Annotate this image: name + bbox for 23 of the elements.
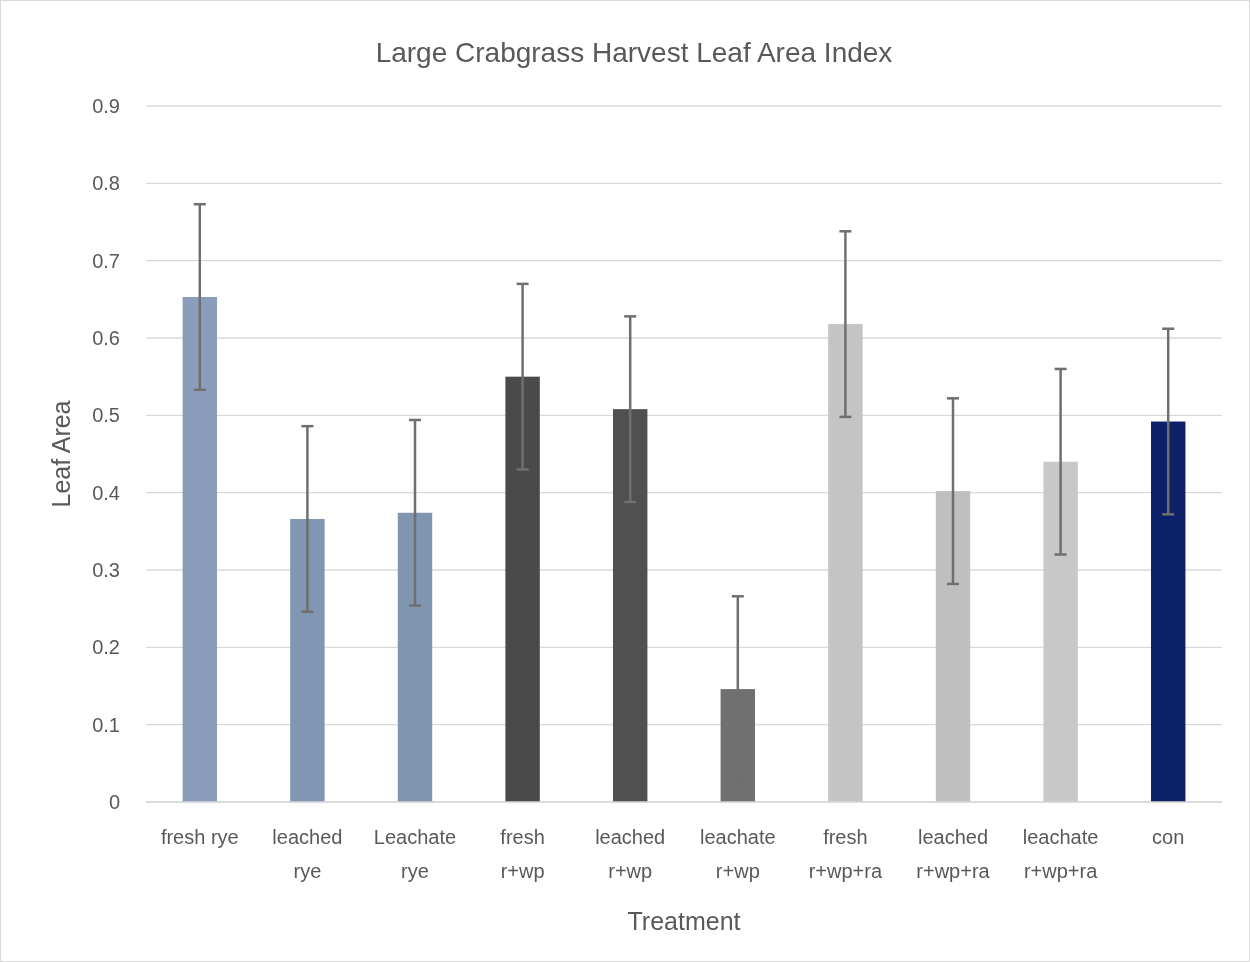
x-tick-label: leached r+wp+ra	[916, 826, 991, 882]
y-tick-label: 0.9	[92, 95, 120, 117]
x-tick-label: con	[1152, 826, 1185, 848]
y-tick-label: 0	[108, 791, 120, 813]
x-tick-label: fresh r+wp+ra	[808, 826, 883, 882]
y-tick-label: 0.3	[92, 559, 120, 581]
y-tick-label: 0.6	[92, 327, 120, 349]
x-tick-label: Leachate rye	[373, 826, 457, 882]
y-tick-label: 0.5	[92, 404, 120, 427]
y-tick-label: 0.4	[92, 481, 120, 504]
x-axis-title: Treatment	[627, 907, 741, 935]
x-tick-label: fresh r+wp	[500, 826, 545, 882]
x-tick-label: leachate r+wp+ra	[1022, 826, 1099, 882]
x-tick-label: fresh rye	[160, 826, 239, 848]
y-tick-label: 0.1	[92, 713, 120, 736]
x-tick-label: leachate r+wp	[699, 826, 776, 882]
x-tick-label: leached rye	[272, 826, 343, 882]
y-tick-label: 0.2	[92, 636, 120, 659]
x-tick-label: leached r+wp	[595, 826, 666, 882]
chart-title: Large Crabgrass Harvest Leaf Area Index	[375, 37, 893, 68]
y-axis-title: Leaf Area	[47, 400, 75, 508]
y-tick-label: 0.8	[92, 172, 120, 195]
y-tick-label: 0.7	[92, 249, 120, 272]
